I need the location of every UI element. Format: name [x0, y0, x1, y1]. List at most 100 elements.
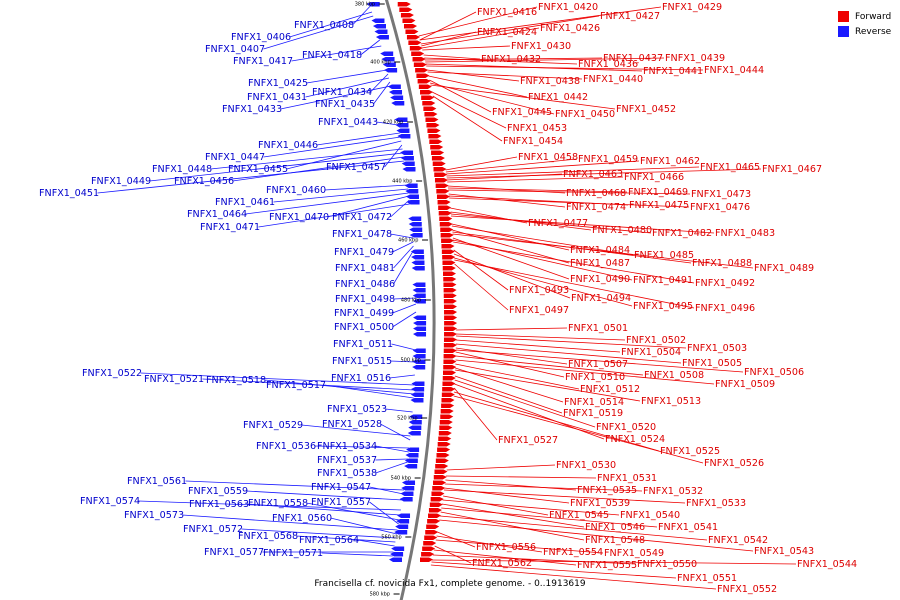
forward-gene-leader — [445, 156, 518, 171]
forward-gene-leader — [431, 559, 797, 565]
reverse-gene-leader — [390, 233, 413, 239]
forward-gene-arrow — [440, 227, 454, 232]
forward-gene-leader — [429, 82, 555, 115]
forward-gene-leader — [446, 160, 640, 175]
forward-gene-leader — [421, 27, 540, 49]
scale-tick-label: 460 kbp — [398, 238, 418, 244]
forward-gene-label: FNFX1_0466 — [624, 172, 684, 183]
reverse-gene-label: FNFX1_0431 — [247, 92, 307, 103]
reverse-gene-arrow — [391, 101, 405, 106]
gene-arrows — [366, 2, 458, 562]
forward-gene-arrow — [435, 464, 449, 469]
reverse-gene-arrow — [380, 51, 394, 56]
reverse-gene-arrow — [406, 447, 420, 452]
reverse-gene-leader — [263, 15, 374, 50]
forward-gene-label: FNFX1_0445 — [492, 107, 552, 118]
reverse-gene-leader — [373, 81, 391, 105]
forward-gene-leader — [445, 479, 577, 491]
forward-gene-arrow — [434, 178, 448, 183]
forward-gene-label: FNFX1_0442 — [528, 92, 588, 103]
forward-gene-leader — [447, 187, 628, 193]
reverse-gene-label: FNFX1_0574 — [80, 496, 140, 507]
forward-gene-arrow — [425, 117, 439, 122]
reverse-gene-label: FNFX1_0517 — [266, 380, 326, 391]
forward-gene-label: FNFX1_0487 — [570, 258, 630, 269]
reverse-gene-arrow — [374, 29, 388, 34]
forward-gene-leader — [455, 343, 682, 364]
forward-gene-arrow — [412, 57, 426, 62]
forward-gene-arrow — [413, 62, 427, 67]
forward-gene-arrow — [436, 189, 450, 194]
forward-gene-label: FNFX1_0540 — [620, 510, 680, 521]
forward-gene-leader — [443, 489, 686, 504]
scale-tick-label: 440 kbp — [392, 179, 412, 185]
forward-gene-label: FNFX1_0459 — [578, 154, 638, 165]
forward-gene-label: FNFX1_0503 — [687, 343, 747, 354]
forward-gene-label: FNFX1_0474 — [566, 202, 626, 213]
forward-gene-arrow — [416, 73, 430, 78]
reverse-gene-label: FNFX1_0571 — [263, 548, 323, 559]
reverse-gene-arrow — [400, 150, 414, 155]
reverse-gene-leader — [393, 297, 416, 300]
forward-gene-label: FNFX1_0520 — [596, 422, 656, 433]
reverse-gene-label: FNFX1_0455 — [228, 164, 288, 175]
reverse-gene-label: FNFX1_0558 — [248, 498, 308, 509]
reverse-gene-arrow — [371, 18, 385, 23]
forward-gene-label: FNFX1_0550 — [637, 559, 697, 570]
forward-gene-arrow — [431, 491, 445, 496]
reverse-gene-arrow — [402, 167, 416, 172]
reverse-gene-label: FNFX1_0471 — [200, 222, 260, 233]
forward-gene-arrow — [432, 161, 446, 166]
scale-tick-label: 540 kbp — [391, 476, 411, 482]
forward-gene-arrow — [441, 392, 455, 397]
forward-gene-label: FNFX1_0429 — [662, 2, 722, 13]
forward-gene-arrow — [443, 271, 457, 276]
forward-gene-label: FNFX1_0426 — [540, 23, 600, 34]
reverse-gene-leader — [246, 490, 403, 501]
reverse-gene-label: FNFX1_0460 — [266, 185, 326, 196]
forward-gene-arrow — [422, 546, 436, 551]
forward-gene-label: FNFX1_0458 — [518, 152, 578, 163]
forward-gene-label: FNFX1_0545 — [549, 510, 609, 521]
reverse-gene-arrow — [372, 24, 386, 29]
forward-gene-arrow — [425, 530, 439, 535]
forward-gene-arrow — [439, 420, 453, 425]
reverse-gene-arrow — [381, 57, 395, 62]
forward-gene-leader — [444, 487, 570, 504]
forward-gene-label: FNFX1_0416 — [477, 7, 537, 18]
forward-gene-label: FNFX1_0463 — [563, 169, 623, 180]
reverse-gene-arrow — [395, 123, 409, 128]
reverse-gene-label: FNFX1_0457 — [326, 162, 386, 173]
forward-gene-leader — [422, 45, 511, 51]
legend-forward: Forward — [838, 9, 891, 24]
reverse-gene-label: FNFX1_0486 — [335, 279, 395, 290]
forward-gene-leader — [450, 213, 652, 234]
forward-gene-arrow — [444, 321, 458, 326]
legend-reverse: Reverse — [838, 24, 891, 39]
forward-gene-arrow — [436, 453, 450, 458]
reverse-gene-arrow — [402, 480, 416, 485]
scale-tick-label: 560 kbp — [381, 535, 401, 541]
forward-gene-label: FNFX1_0452 — [616, 104, 676, 115]
forward-gene-arrow — [438, 205, 452, 210]
forward-gene-arrow — [444, 332, 458, 337]
forward-gene-leader — [427, 71, 583, 80]
reverse-gene-label: FNFX1_0537 — [317, 455, 377, 466]
forward-gene-leader — [421, 31, 477, 47]
forward-gene-label: FNFX1_0468 — [566, 188, 626, 199]
forward-gene-leader — [455, 359, 715, 385]
forward-gene-arrow — [437, 447, 451, 452]
reverse-gene-arrow — [400, 491, 414, 496]
forward-gene-leader — [453, 249, 509, 291]
genome-backbone-arc — [384, 0, 436, 600]
forward-gene-label: FNFX1_0524 — [605, 434, 665, 445]
forward-gene-leader — [427, 69, 520, 82]
forward-gene-leader — [450, 215, 715, 234]
forward-gene-arrow — [418, 84, 432, 89]
reverse-gene-label: FNFX1_0407 — [205, 44, 265, 55]
reverse-gene-label: FNFX1_0538 — [317, 468, 377, 479]
forward-gene-label: FNFX1_0438 — [520, 76, 580, 87]
forward-gene-leader — [418, 6, 538, 37]
reverse-gene-arrow — [401, 161, 415, 166]
reverse-gene-arrow — [408, 420, 422, 425]
